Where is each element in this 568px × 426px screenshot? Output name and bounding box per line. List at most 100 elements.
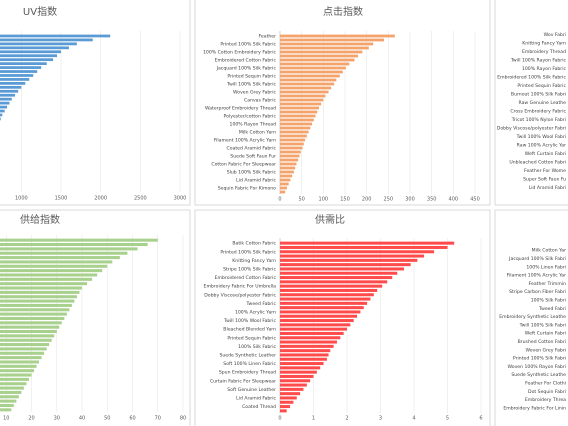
bar bbox=[280, 90, 329, 94]
bar bbox=[280, 263, 411, 267]
bar bbox=[280, 297, 371, 301]
x-tick-label: 10 bbox=[3, 416, 9, 422]
bar bbox=[0, 390, 22, 394]
bar bbox=[0, 50, 61, 54]
bar bbox=[280, 396, 297, 400]
category-label: Dobby Viscose/polyester Fabric bbox=[204, 292, 276, 298]
bar bbox=[280, 344, 334, 348]
x-tick-label: 3 bbox=[379, 416, 382, 422]
bar bbox=[280, 86, 332, 90]
category-label: Suede Synthetic Leather bbox=[219, 352, 276, 358]
category-label: Weft Curtain Fabri bbox=[525, 331, 566, 337]
bar bbox=[280, 258, 418, 262]
bar bbox=[280, 383, 307, 387]
chart-title: 供需比 bbox=[315, 213, 345, 226]
x-tick-label: 4 bbox=[412, 416, 415, 422]
bar bbox=[0, 109, 5, 113]
bar bbox=[280, 118, 314, 122]
category-label: 100% Rayon Fabric bbox=[522, 66, 567, 72]
category-label: Cross Embroidery Fabric bbox=[510, 109, 566, 115]
bar bbox=[0, 316, 65, 320]
panel-frame bbox=[0, 0, 191, 206]
bar bbox=[280, 170, 294, 174]
bar bbox=[280, 146, 303, 150]
x-tick-label: 60 bbox=[129, 416, 135, 422]
category-label: Embroidery Synthetic Leathe bbox=[499, 314, 566, 320]
bar bbox=[280, 190, 286, 194]
category-label: Woven Grey Fabric bbox=[233, 90, 276, 96]
bar bbox=[280, 241, 455, 245]
bar bbox=[280, 94, 326, 98]
category-label: Suede Soft Faux Fur bbox=[230, 154, 276, 160]
bar bbox=[0, 105, 8, 109]
bar bbox=[0, 97, 12, 101]
category-label: Woven Grey Fabri bbox=[526, 347, 566, 353]
bar bbox=[280, 327, 347, 331]
category-label: Coated Thread bbox=[242, 404, 276, 410]
x-tick-label: 1000 bbox=[15, 196, 28, 202]
x-tick-label: 5 bbox=[446, 416, 449, 422]
category-label: Waterproof Embroidery Thread bbox=[205, 106, 276, 112]
bar bbox=[0, 58, 54, 62]
category-label: Batik Cotton Fabric bbox=[232, 241, 276, 247]
bar bbox=[280, 78, 337, 82]
bar bbox=[0, 273, 98, 277]
category-label: Dobby Viscose/polyester Fabri bbox=[497, 126, 566, 132]
category-label: 100% Rayon Thread bbox=[230, 122, 277, 128]
bar bbox=[280, 340, 337, 344]
bar bbox=[280, 62, 350, 66]
bar bbox=[280, 293, 374, 297]
bar bbox=[0, 282, 88, 286]
x-tick-label: 0 bbox=[278, 416, 281, 422]
bar bbox=[0, 74, 34, 77]
category-label: Cotton Fabric For Sleepwear bbox=[211, 162, 276, 168]
bar bbox=[280, 46, 369, 50]
bar bbox=[0, 269, 103, 273]
bar bbox=[0, 369, 35, 373]
category-label: Knitting Fancy Yarn bbox=[232, 258, 276, 264]
bar bbox=[280, 122, 313, 126]
category-label: Lid Aramid Fabri bbox=[529, 185, 566, 191]
bar bbox=[0, 408, 12, 412]
bar bbox=[280, 409, 287, 413]
bar bbox=[0, 260, 113, 264]
bar bbox=[0, 321, 62, 325]
bar bbox=[280, 374, 314, 378]
bar bbox=[0, 89, 19, 93]
bar bbox=[0, 247, 138, 251]
bar bbox=[0, 382, 27, 386]
category-label: 100% Silk Fabric bbox=[238, 344, 276, 350]
bar bbox=[280, 405, 291, 409]
bar bbox=[0, 238, 158, 242]
category-label: Printed Sequin Fabric bbox=[227, 74, 276, 80]
x-tick-label: 1 bbox=[312, 416, 315, 422]
category-label: Unbleached Cotton Fabri bbox=[509, 160, 566, 166]
bar bbox=[280, 142, 304, 146]
category-label: 100% Linen Fabri bbox=[526, 264, 566, 270]
x-tick-label: 100 bbox=[319, 197, 329, 203]
x-tick-label: 50 bbox=[104, 416, 110, 422]
x-tick-label: 250 bbox=[384, 197, 394, 203]
category-label: Feather Trimmin bbox=[529, 281, 566, 287]
bar bbox=[280, 387, 304, 391]
bar bbox=[0, 290, 80, 294]
bar bbox=[0, 93, 15, 97]
bar bbox=[280, 362, 324, 366]
bar bbox=[280, 284, 383, 288]
bar bbox=[280, 366, 321, 370]
bar bbox=[280, 379, 311, 383]
bar bbox=[280, 267, 404, 271]
category-label: Lid Aramid Fabric bbox=[236, 395, 276, 401]
bar bbox=[280, 178, 291, 182]
bar bbox=[280, 102, 322, 106]
bar bbox=[280, 34, 395, 38]
bar bbox=[280, 114, 316, 118]
category-label: Printed 100% Silk Fabric bbox=[220, 42, 276, 48]
category-label: Tweed Fabric bbox=[246, 301, 277, 307]
bar bbox=[0, 295, 77, 299]
bar bbox=[280, 82, 335, 86]
chart-title: 供给指数 bbox=[20, 213, 60, 226]
bar bbox=[280, 319, 354, 323]
bar bbox=[0, 338, 52, 342]
